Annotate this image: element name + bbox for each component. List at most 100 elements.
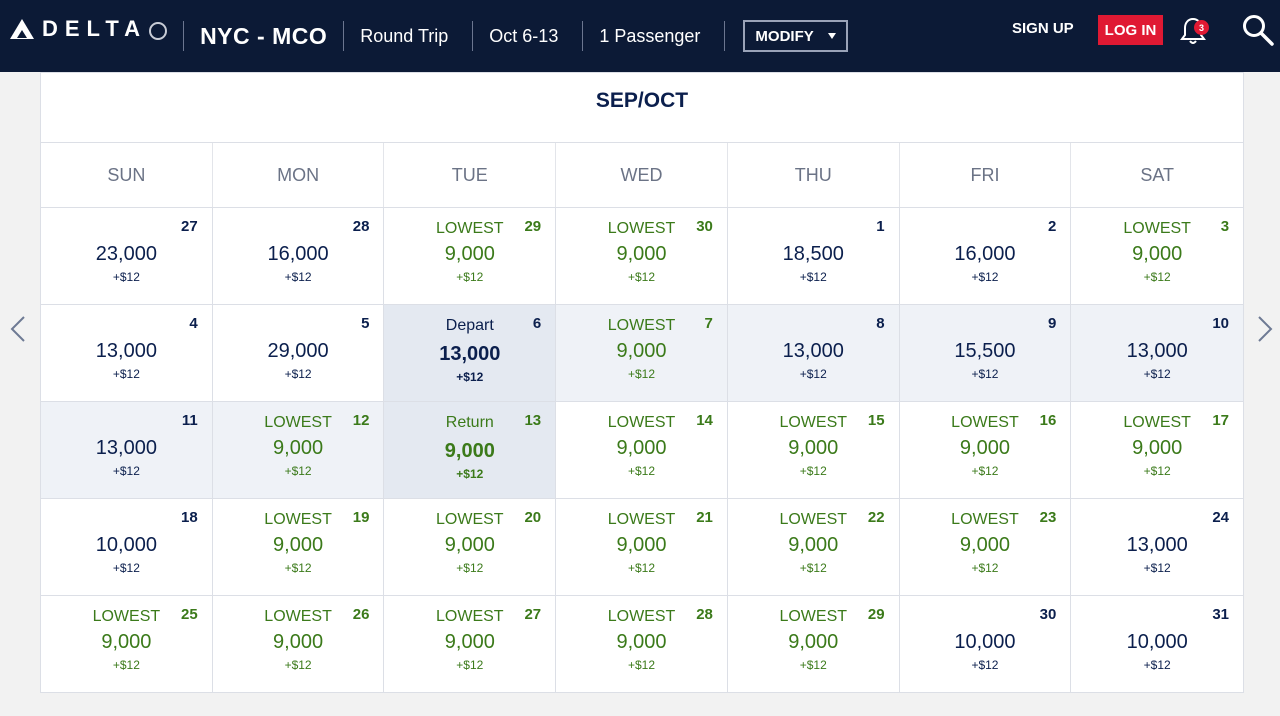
lowest-fare-label: LOWEST <box>264 511 332 528</box>
lowest-fare-label: LOWEST <box>436 220 504 237</box>
notification-badge: 3 <box>1194 20 1209 35</box>
day-cell[interactable]: 26 LOWEST 9,000 +$12 <box>212 596 385 692</box>
day-cell[interactable]: 7 LOWEST 9,000 +$12 <box>556 305 728 401</box>
miles-price: 13,000 <box>782 340 844 362</box>
day-cell[interactable]: 18 10,000 +$12 <box>41 499 213 595</box>
trip-dates: Oct 6-13 <box>489 25 559 46</box>
tax-fee: +$12 <box>1143 464 1171 478</box>
day-cell[interactable]: 1 18,500 +$12 <box>727 208 900 304</box>
miles-price: 13,000 <box>95 437 157 459</box>
day-cell[interactable]: 3 LOWEST 9,000 +$12 <box>1071 208 1244 304</box>
day-cell[interactable]: 8 13,000 +$12 <box>727 305 900 401</box>
miles-price: 9,000 <box>1132 437 1183 459</box>
day-cell[interactable]: 27 23,000 +$12 <box>41 208 213 304</box>
divider <box>724 21 726 51</box>
day-cell[interactable]: 16 LOWEST 9,000 +$12 <box>899 402 1072 498</box>
miles-price: 9,000 <box>273 631 324 653</box>
day-cell[interactable]: 28 LOWEST 9,000 +$12 <box>556 596 728 692</box>
passenger-count: 1 Passenger <box>599 25 701 46</box>
tax-fee: +$12 <box>628 464 656 478</box>
day-cell[interactable]: 2 16,000 +$12 <box>899 208 1072 304</box>
lowest-fare-label: LOWEST <box>92 608 161 625</box>
tax-fee: +$12 <box>112 561 140 575</box>
miles-price: 13,000 <box>95 340 157 362</box>
day-cell[interactable]: 29 LOWEST 9,000 +$12 <box>727 596 900 692</box>
day-number: 31 <box>1212 606 1230 623</box>
lowest-fare-label: LOWEST <box>779 511 848 528</box>
lowest-fare-label: LOWEST <box>607 220 676 237</box>
day-cell[interactable]: 15 LOWEST 9,000 +$12 <box>727 402 900 498</box>
tax-fee: +$12 <box>628 270 656 284</box>
day-cell[interactable]: 14 LOWEST 9,000 +$12 <box>556 402 728 498</box>
divider <box>183 21 185 51</box>
day-number: 7 <box>704 315 713 332</box>
brand-name: DELTA <box>42 16 148 41</box>
tax-fee: +$12 <box>971 270 999 284</box>
day-cell[interactable]: 9 15,500 +$12 <box>899 305 1072 401</box>
day-cell[interactable]: 31 10,000 +$12 <box>1071 596 1244 692</box>
lowest-fare-label: LOWEST <box>264 608 332 625</box>
day-number: 28 <box>696 606 713 623</box>
trip-leg-label: Return <box>445 414 494 431</box>
weekday-label: THU <box>728 143 900 207</box>
chevron-right-icon[interactable] <box>1255 314 1275 344</box>
tax-fee: +$12 <box>799 561 827 575</box>
day-cell[interactable]: 5 29,000 +$12 <box>212 305 385 401</box>
day-cell[interactable]: 11 13,000 +$12 <box>41 402 213 498</box>
day-cell[interactable]: 22 LOWEST 9,000 +$12 <box>727 499 900 595</box>
miles-price: 10,000 <box>954 631 1016 653</box>
day-cell[interactable]: 17 LOWEST 9,000 +$12 <box>1071 402 1244 498</box>
day-number: 15 <box>867 412 885 429</box>
day-cell[interactable]: 20 LOWEST 9,000 +$12 <box>384 499 557 595</box>
miles-price: 16,000 <box>267 243 329 265</box>
lowest-fare-label: LOWEST <box>607 414 676 431</box>
day-cell[interactable]: 4 13,000 +$12 <box>41 305 213 401</box>
miles-price: 9,000 <box>444 631 495 653</box>
day-cell[interactable]: 21 LOWEST 9,000 +$12 <box>556 499 728 595</box>
tax-fee: +$12 <box>456 270 484 284</box>
lowest-fare-label: LOWEST <box>951 414 1019 431</box>
modify-label: MODIFY <box>755 27 814 45</box>
sign-up-link[interactable]: SIGN UP <box>1012 20 1074 37</box>
tax-fee: +$12 <box>284 270 312 284</box>
day-number: 23 <box>1039 509 1057 526</box>
day-cell[interactable]: 27 LOWEST 9,000 +$12 <box>384 596 557 692</box>
weekday-label: TUE <box>384 143 557 207</box>
day-number: 30 <box>696 218 713 235</box>
miles-price: 9,000 <box>788 534 839 556</box>
miles-price: 16,000 <box>954 243 1016 265</box>
day-cell[interactable]: 30 10,000 +$12 <box>899 596 1072 692</box>
log-in-button[interactable]: LOG IN <box>1098 15 1163 45</box>
chevron-left-icon[interactable] <box>8 314 28 344</box>
lowest-fare-label: LOWEST <box>607 608 676 625</box>
selected-day-cell[interactable]: 13 Return 9,000 +$12 <box>384 402 557 498</box>
calendar-week-row: 11 13,000 +$12 12 LOWEST 9,000 +$12 13 Return 9,0… <box>41 402 1244 499</box>
day-cell[interactable]: 12 LOWEST 9,000 +$12 <box>212 402 385 498</box>
fare-calendar: SEP/OCT SUN MON TUE WED THU FRI SAT 27 23,000 +$… <box>40 72 1244 693</box>
day-cell[interactable]: 30 LOWEST 9,000 +$12 <box>556 208 728 304</box>
selected-day-cell[interactable]: 6 Depart 13,000 +$12 <box>384 305 557 401</box>
day-number: 19 <box>352 509 370 526</box>
modify-button[interactable]: MODIFY <box>743 20 848 52</box>
day-cell[interactable]: 25 LOWEST 9,000 +$12 <box>41 596 213 692</box>
day-cell[interactable]: 28 16,000 +$12 <box>212 208 385 304</box>
day-cell[interactable]: 19 LOWEST 9,000 +$12 <box>212 499 385 595</box>
day-cell[interactable]: 23 LOWEST 9,000 +$12 <box>899 499 1072 595</box>
divider <box>343 21 345 51</box>
miles-price: 13,000 <box>1126 534 1188 556</box>
day-cell[interactable]: 10 13,000 +$12 <box>1071 305 1244 401</box>
day-number: 29 <box>867 606 885 623</box>
calendar-week-row: 18 10,000 +$12 19 LOWEST 9,000 +$12 20 LOWEST 9,0… <box>41 499 1244 596</box>
day-number: 3 <box>1220 218 1230 235</box>
delta-logo[interactable]: DELTA <box>10 0 168 72</box>
tax-fee: +$12 <box>1143 561 1171 575</box>
weekday-label: FRI <box>900 143 1072 207</box>
day-cell[interactable]: 24 13,000 +$12 <box>1071 499 1244 595</box>
calendar-week-row: 4 13,000 +$12 5 29,000 +$12 6 Depart 13,000 +$12 7… <box>41 305 1244 402</box>
day-number: 1 <box>876 218 885 235</box>
miles-price: 9,000 <box>444 243 495 265</box>
weekday-label: SUN <box>41 143 213 207</box>
calendar-week-row: 27 23,000 +$12 28 16,000 +$12 29 LOWEST 9,000 +$1… <box>41 208 1244 305</box>
search-icon[interactable] <box>1241 13 1275 47</box>
day-cell[interactable]: 29 LOWEST 9,000 +$12 <box>384 208 557 304</box>
